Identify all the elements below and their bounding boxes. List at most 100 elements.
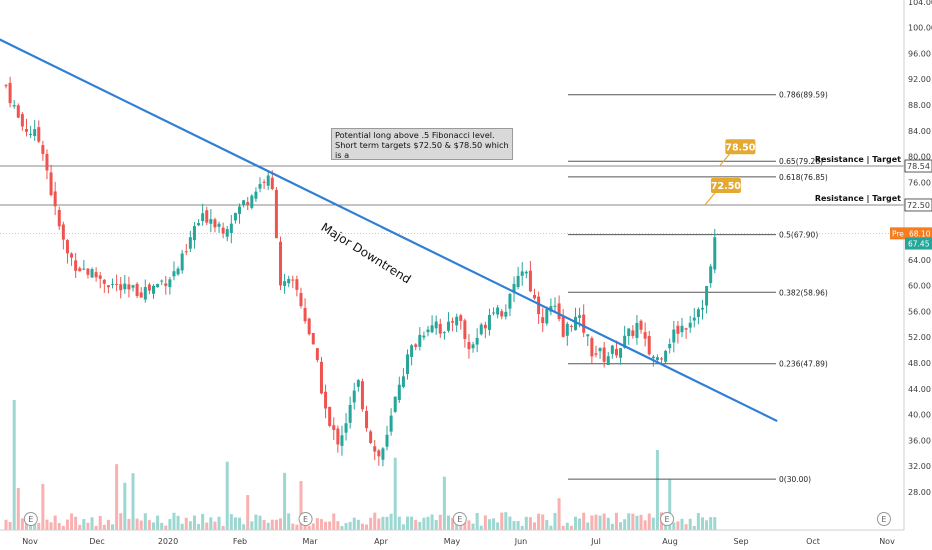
volume-bar: [512, 521, 516, 530]
candle-body: [520, 271, 524, 276]
volume-bar: [82, 519, 86, 530]
candle-body: [709, 266, 713, 284]
price-tick-label: 76.00: [908, 178, 931, 187]
earnings-marker-letter: E: [665, 515, 670, 524]
volume-bar: [307, 525, 311, 530]
volume-bar: [37, 522, 41, 530]
candle-body: [438, 323, 442, 334]
volume-bar: [57, 522, 61, 530]
volume-bar: [688, 518, 692, 530]
candle-body: [463, 320, 467, 339]
resistance-lines[interactable]: Resistance | Target Resistance | Target: [0, 155, 904, 234]
candle-body: [619, 348, 623, 358]
price-tick-label: 100.00: [908, 24, 932, 33]
volume-bar: [471, 523, 475, 530]
volume-bar: [209, 517, 213, 530]
volume-bar: [639, 514, 643, 530]
candle-body: [373, 446, 377, 452]
candle-body: [102, 279, 106, 284]
candle-body: [70, 253, 74, 258]
volume-bar: [192, 515, 196, 530]
volume-bar: [156, 515, 160, 530]
candle-body: [225, 229, 229, 237]
candle-body: [643, 332, 647, 339]
price-tick-label: 80.00: [908, 153, 931, 162]
price-tick-label: 64.00: [908, 256, 931, 265]
last-price-tag: [905, 237, 932, 250]
candle-body: [94, 272, 98, 278]
volume-bar: [242, 524, 246, 530]
candle-body: [61, 224, 65, 240]
candle-body: [172, 271, 176, 277]
volume-bar: [201, 513, 205, 530]
candle-body: [324, 391, 328, 409]
candle-body: [635, 322, 639, 338]
time-tick-label: Nov: [879, 537, 895, 546]
candle-body: [315, 348, 319, 360]
volume-bar: [672, 522, 676, 530]
volume-bar: [319, 519, 323, 530]
candle-body: [623, 335, 627, 348]
time-tick-label: Nov: [22, 537, 38, 546]
volume-bar: [668, 479, 672, 530]
volume-bar: [53, 515, 57, 530]
volume-bar: [684, 524, 688, 530]
candle-body: [147, 284, 151, 291]
price-tick-label: 48.00: [908, 359, 931, 368]
analysis-note[interactable]: Potential long above .5 Fibonacci level.…: [331, 128, 513, 160]
candle-body: [455, 316, 459, 326]
volume-bar: [692, 525, 696, 530]
candle-body: [262, 181, 266, 183]
volume-bar: [479, 525, 483, 530]
volume-bar: [389, 513, 393, 530]
time-axis[interactable]: Nov Dec 2020 Feb Mar Apr May Jun Jul Aug Sep Oct Nov: [22, 537, 895, 546]
candle-body: [213, 219, 217, 228]
price-axis[interactable]: 28.00 32.00 36.00 40.00 44.00 48.00 52.00 56.00…: [905, 0, 932, 530]
fibonacci-retracement[interactable]: 1(105.81)0.786(89.59)0.65(79.28)0.618(76…: [568, 0, 828, 484]
candle-body: [319, 361, 323, 394]
volume-bar: [217, 516, 221, 530]
volume-bar: [602, 513, 606, 530]
candle-body: [533, 294, 537, 299]
candle-body: [197, 223, 201, 226]
candle-body: [369, 431, 373, 443]
candle-body: [492, 312, 496, 314]
volume-bar: [705, 520, 709, 530]
candle-body: [451, 321, 455, 323]
volume-bar: [426, 516, 430, 530]
candle-body: [713, 237, 717, 270]
candle-body: [291, 279, 295, 281]
volume-bar: [115, 464, 119, 530]
candle-body: [631, 330, 635, 336]
candle-body: [516, 275, 520, 288]
last-price-tag-value: 67.45: [908, 240, 930, 249]
volume-bar: [487, 519, 491, 530]
candle-body: [545, 308, 549, 324]
candle-body: [639, 320, 643, 330]
candle-body: [680, 325, 684, 333]
volume-bar: [533, 522, 537, 530]
volume-bar: [287, 513, 291, 530]
candle-body: [406, 354, 410, 375]
volume-bar: [635, 515, 639, 530]
volume-bar: [627, 513, 631, 530]
volume-bar: [360, 523, 364, 530]
axis-level-tag-text: 78.54: [907, 162, 930, 171]
fib-level-label: 0.618(76.85): [779, 173, 828, 182]
candle-body: [471, 344, 475, 349]
volume-bar: [225, 461, 229, 530]
candle-body: [24, 129, 28, 132]
volume-bar: [197, 524, 201, 530]
target-badge-label: 72.50: [711, 181, 741, 192]
target-badges[interactable]: 78.50 72.50: [704, 139, 756, 206]
downtrend-line[interactable]: [0, 37, 778, 423]
candle-body: [565, 323, 569, 336]
candle-body: [156, 283, 160, 288]
candle-body: [340, 435, 344, 446]
candle-body: [541, 317, 545, 324]
candle-body: [303, 308, 307, 322]
volume-bar: [569, 525, 573, 530]
candle-body: [467, 342, 471, 350]
